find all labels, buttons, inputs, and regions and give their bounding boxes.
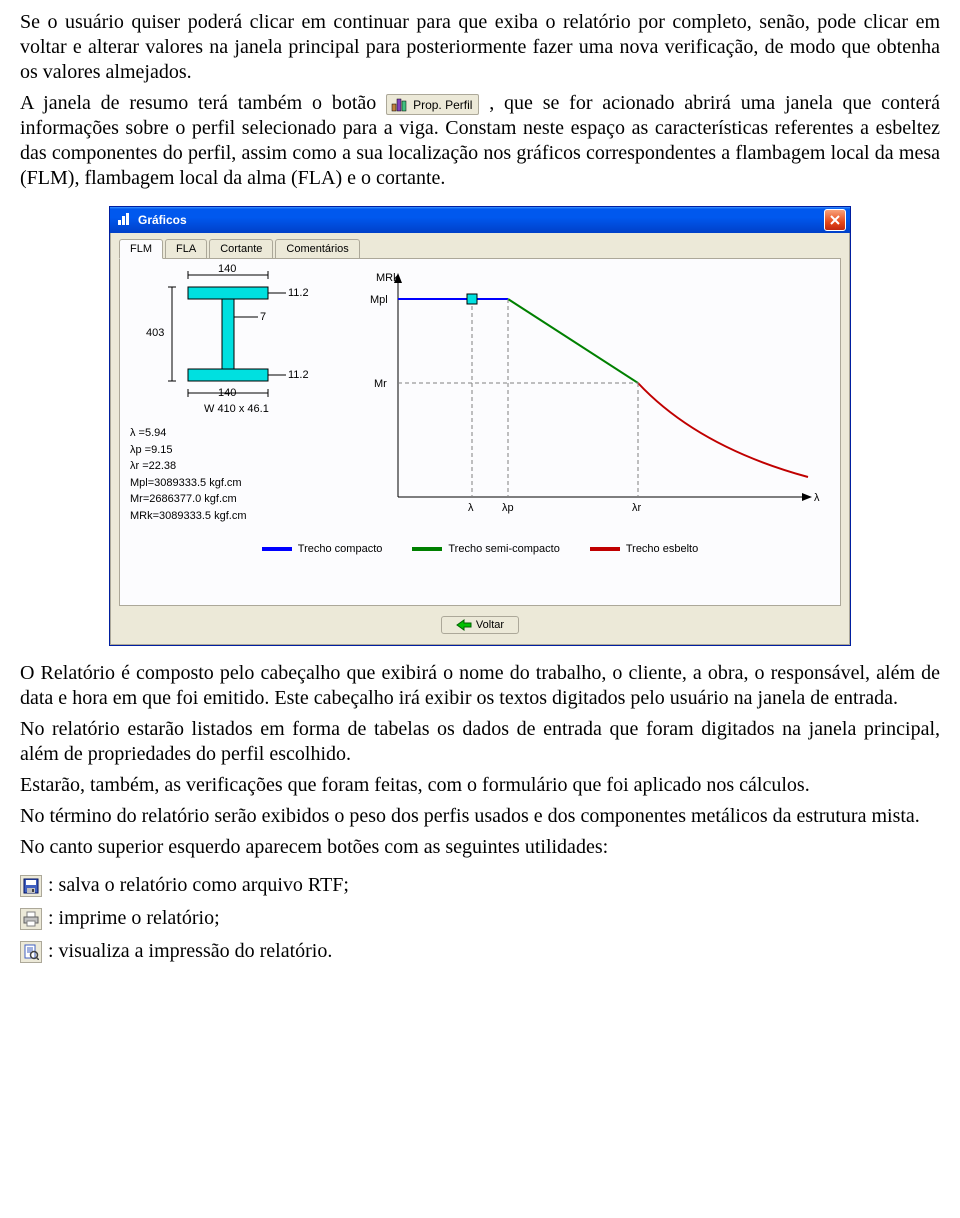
tab-flm[interactable]: FLM xyxy=(119,239,163,259)
paragraph-5: Estarão, também, as verificações que for… xyxy=(20,773,940,798)
tab-fla[interactable]: FLA xyxy=(165,239,207,259)
voltar-label: Voltar xyxy=(476,619,504,631)
x-axis-label: λ xyxy=(814,492,820,504)
param-mr: Mr=2686377.0 kgf.cm xyxy=(130,491,246,508)
print-desc: : imprime o relatório; xyxy=(48,907,220,930)
chart-legend: Trecho compacto Trecho semi-compacto Tre… xyxy=(128,543,832,555)
dim-height: 403 xyxy=(146,327,164,339)
y-label-mr: Mr xyxy=(374,378,387,390)
paragraph-7: No canto superior esquerdo aparecem botõ… xyxy=(20,835,940,860)
save-desc: : salva o relatório como arquivo RTF; xyxy=(48,874,349,897)
dim-top-flange-t: 11.2 xyxy=(288,287,309,299)
dim-bot-flange-w: 140 xyxy=(218,387,236,399)
paragraph-3: O Relatório é composto pelo cabeçalho qu… xyxy=(20,661,940,711)
preview-button[interactable] xyxy=(20,941,42,963)
legend-label-semicompact: Trecho semi-compacto xyxy=(448,543,559,555)
chart-area: 140 11.2 7 403 11.2 140 W 410 x 46.1 λ =… xyxy=(128,267,832,537)
tab-comentarios[interactable]: Comentários xyxy=(275,239,359,259)
p2-text-a: A janela de resumo terá também o botão xyxy=(20,92,386,114)
param-lambda: λ =5.94 xyxy=(130,425,246,442)
legend-slender: Trecho esbelto xyxy=(590,543,698,555)
preview-desc: : visualiza a impressão do relatório. xyxy=(48,940,332,963)
paragraph-4: No relatório estarão listados em forma d… xyxy=(20,717,940,767)
paragraph-2: A janela de resumo terá também o botão P… xyxy=(20,91,940,191)
paragraph-1: Se o usuário quiser poderá clicar em con… xyxy=(20,10,940,85)
legend-swatch-slender xyxy=(590,547,620,551)
graficos-window: Gráficos FLM FLA Cortante Comentários xyxy=(110,207,850,645)
window-body: FLM FLA Cortante Comentários xyxy=(110,233,850,645)
legend-label-compact: Trecho compacto xyxy=(298,543,383,555)
tab-strip: FLM FLA Cortante Comentários xyxy=(119,239,841,259)
bar-chart-icon xyxy=(391,96,409,112)
x-tick-lambda-r: λr xyxy=(632,502,642,514)
legend-compact: Trecho compacto xyxy=(262,543,383,555)
arrow-left-icon xyxy=(456,619,472,631)
current-marker xyxy=(467,294,477,304)
x-tick-lambda-p: λp xyxy=(502,502,514,514)
window-titlebar: Gráficos xyxy=(110,207,850,233)
floppy-disk-icon xyxy=(23,878,39,894)
legend-semicompact: Trecho semi-compacto xyxy=(412,543,559,555)
param-lambda-r: λr =22.38 xyxy=(130,458,246,475)
dim-top-flange-w: 140 xyxy=(218,263,236,275)
toolbar-icon-list: : salva o relatório como arquivo RTF; : … xyxy=(20,874,940,963)
voltar-button[interactable]: Voltar xyxy=(441,616,519,634)
close-button[interactable] xyxy=(824,209,846,231)
print-button[interactable] xyxy=(20,908,42,930)
tab-panel: 140 11.2 7 403 11.2 140 W 410 x 46.1 λ =… xyxy=(119,258,841,606)
legend-swatch-compact xyxy=(262,547,292,551)
dim-web-t: 7 xyxy=(260,311,266,323)
param-lambda-p: λp =9.15 xyxy=(130,442,246,459)
paragraph-6: No término do relatório serão exibidos o… xyxy=(20,804,940,829)
x-tick-lambda: λ xyxy=(468,502,474,514)
slender-segment xyxy=(638,383,808,477)
prop-perfil-label: Prop. Perfil xyxy=(413,98,472,112)
y-label-mpl: Mpl xyxy=(370,294,388,306)
legend-label-slender: Trecho esbelto xyxy=(626,543,698,555)
close-icon xyxy=(830,215,840,225)
param-mpl: Mpl=3089333.5 kgf.cm xyxy=(130,475,246,492)
window-title: Gráficos xyxy=(138,213,187,227)
parameter-list: λ =5.94 λp =9.15 λr =22.38 Mpl=3089333.5… xyxy=(130,425,246,524)
param-mrk: MRk=3089333.5 kgf.cm xyxy=(130,508,246,525)
semicompact-segment xyxy=(508,299,638,383)
print-preview-icon xyxy=(23,944,39,960)
y-top-label: MRk xyxy=(376,272,399,284)
profile-designation: W 410 x 46.1 xyxy=(204,403,269,415)
window-icon xyxy=(116,211,132,230)
save-button[interactable] xyxy=(20,875,42,897)
prop-perfil-button[interactable]: Prop. Perfil xyxy=(386,94,479,115)
tab-cortante[interactable]: Cortante xyxy=(209,239,273,259)
legend-swatch-semicompact xyxy=(412,547,442,551)
dim-bot-flange-t: 11.2 xyxy=(288,369,309,381)
printer-icon xyxy=(23,911,39,927)
moment-lambda-chart: MRk Mpl Mr λ xyxy=(358,267,828,527)
